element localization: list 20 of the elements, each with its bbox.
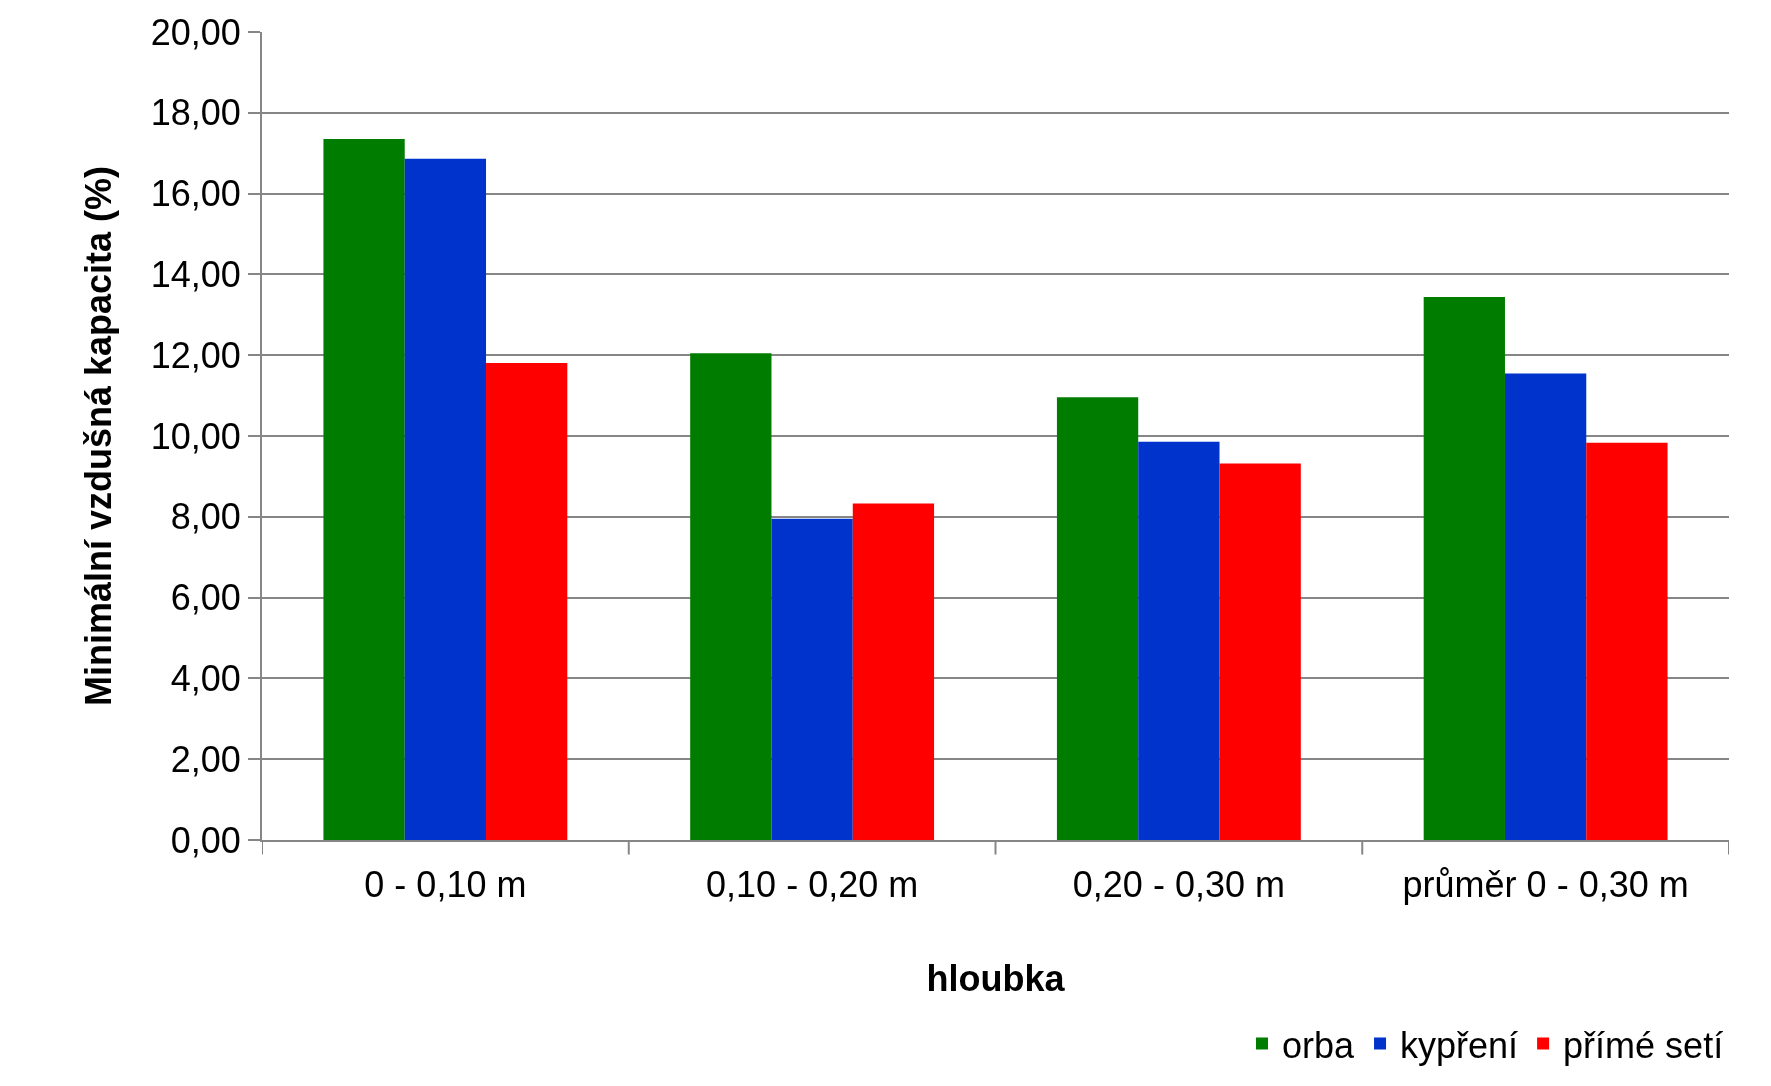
- y-tick-label: 2,00: [170, 738, 241, 780]
- y-tick-label: 10,00: [150, 415, 241, 457]
- x-tick-label: 0,10 - 0,20 m: [706, 864, 919, 906]
- y-axis-title: Minimální vzdušná kapacita (%): [78, 165, 120, 707]
- y-tick-label: 16,00: [150, 173, 241, 215]
- y-tick-label: 4,00: [170, 658, 241, 699]
- x-tick-label: 0 - 0,10 m: [364, 864, 527, 906]
- y-tick-label: 0,00: [170, 819, 241, 861]
- legend-label: přímé setí: [1563, 1024, 1724, 1066]
- y-tick-label: 12,00: [150, 334, 241, 376]
- y-tick-label: 20,00: [150, 11, 241, 53]
- x-tick-label: průměr 0 - 0,30 m: [1402, 864, 1689, 906]
- legend-label: kypření: [1400, 1024, 1519, 1066]
- legend-label: orba: [1282, 1024, 1356, 1066]
- y-tick-label: 6,00: [170, 577, 241, 619]
- y-tick-label: 8,00: [170, 496, 241, 538]
- x-axis-title: hloubka: [926, 958, 1066, 1000]
- y-tick-label: 14,00: [150, 254, 241, 295]
- y-tick-label: 18,00: [150, 92, 241, 134]
- x-tick-label: 0,20 - 0,30 m: [1072, 864, 1285, 906]
